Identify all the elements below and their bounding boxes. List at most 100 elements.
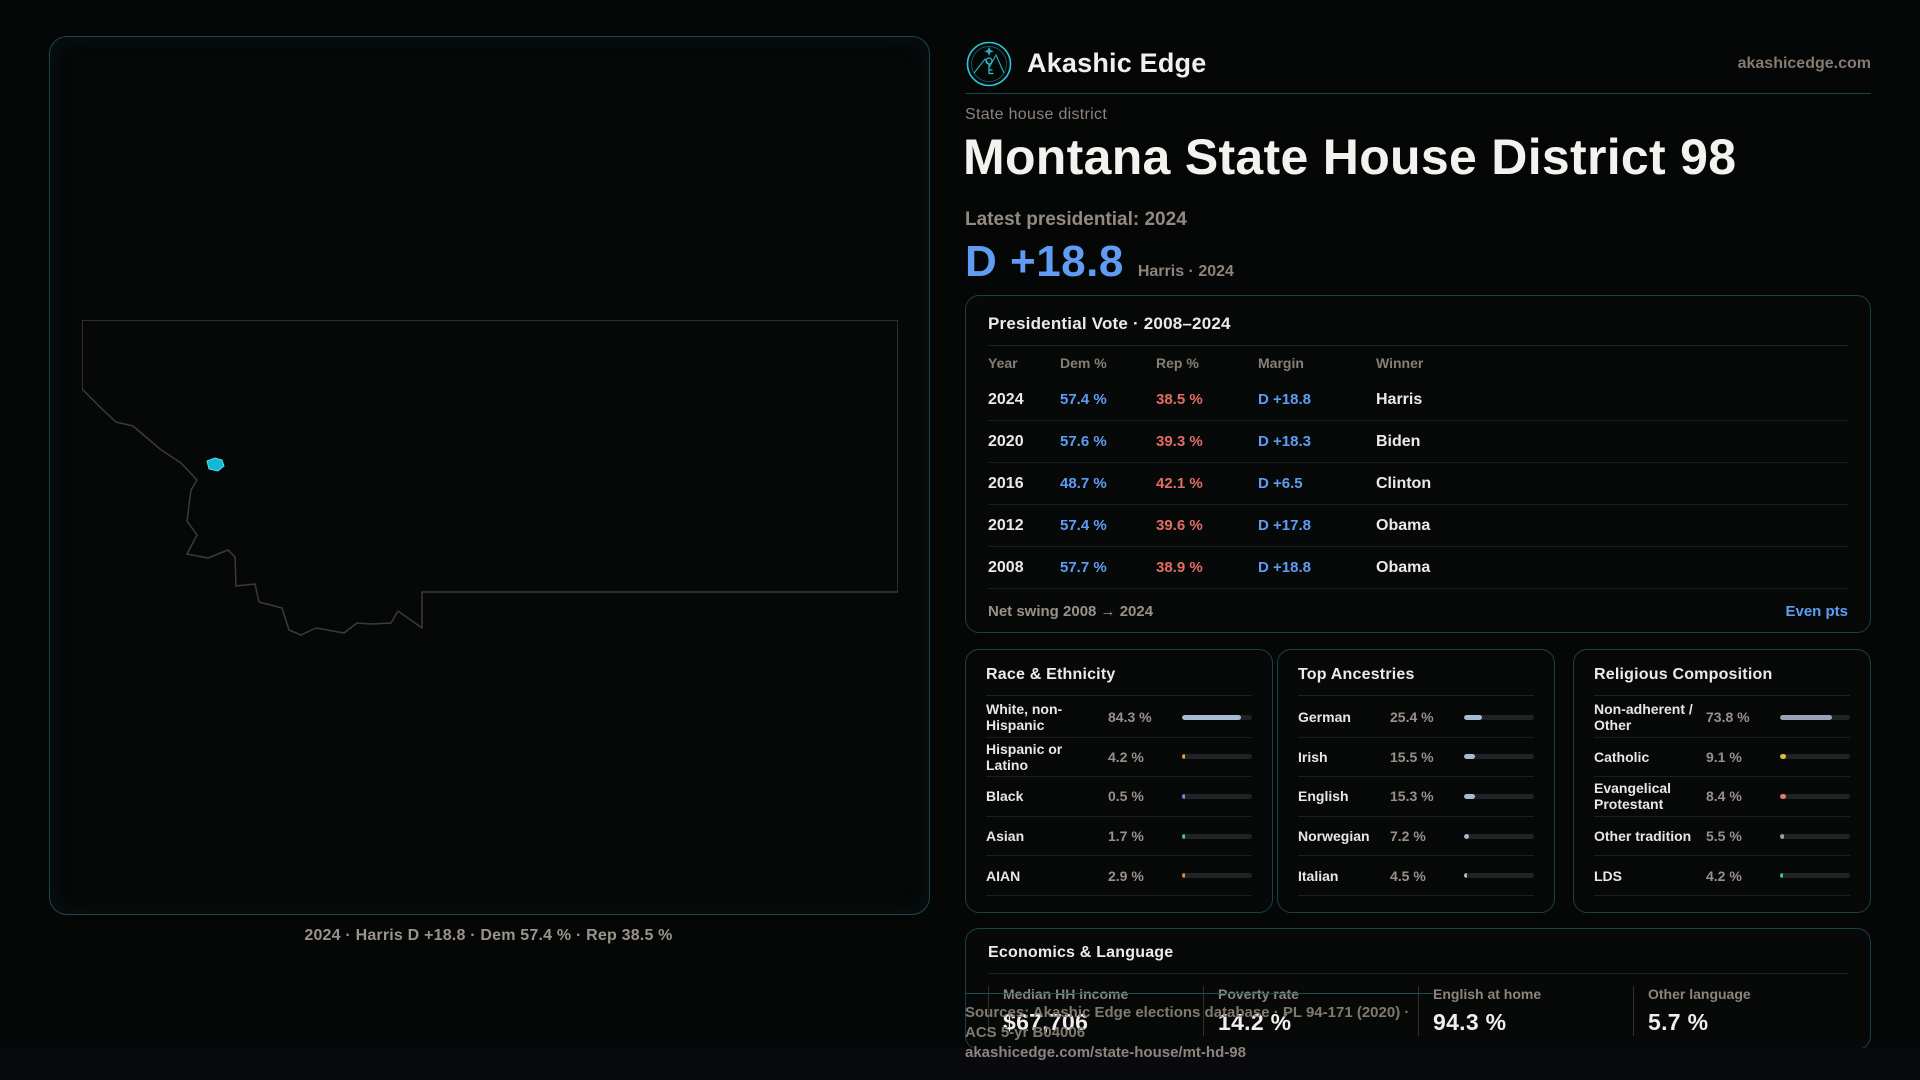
map-caption: 2024 · Harris D +18.8 · Dem 57.4 % · Rep… (304, 927, 673, 944)
stat-value: 7.2 % (1390, 828, 1426, 845)
winner-cell: Biden (1376, 432, 1421, 450)
stat-bar (1464, 754, 1534, 760)
stat-row: Black 0.5 % (986, 777, 1252, 817)
race-ethnicity-panel: Race & Ethnicity White, non-Hispanic 84.… (965, 649, 1273, 913)
stat-value: 4.5 % (1390, 867, 1426, 884)
montana-state-outline (82, 320, 898, 636)
table-row: 2012 57.4 % 39.6 % D +17.8 Obama (988, 504, 1848, 546)
divider (986, 695, 1252, 696)
stat-label: Evangelical Protestant (1594, 780, 1672, 813)
race-panel-title: Race & Ethnicity (986, 666, 1116, 683)
site-header: Akashic Edge akashicedge.com (965, 34, 1871, 94)
winner-cell: Obama (1376, 516, 1431, 534)
stat-poverty-rate: Poverty rate 14.2 % (1203, 986, 1418, 1036)
presidential-panel-title: Presidential Vote · 2008–2024 (988, 314, 1231, 333)
stat-bar (1464, 793, 1534, 799)
net-swing-value: Even pts (1785, 602, 1848, 620)
stat-row: Non-adherent / Other 73.8 % (1594, 698, 1850, 738)
margin-cell: D +17.8 (1258, 517, 1311, 534)
stat-value: 9.1 % (1706, 748, 1742, 765)
permalink-url[interactable]: akashicedge.com/state-house/mt-hd-98 (965, 1044, 1246, 1061)
stat-bar (1182, 873, 1252, 879)
stat-value: 1.7 % (1108, 828, 1144, 845)
net-swing-label: Net swing 2008 → 2024 (988, 602, 1154, 620)
lead-margin-value: D +18.8 (965, 237, 1124, 286)
year-cell: 2016 (988, 474, 1024, 492)
divider (1594, 695, 1850, 696)
stat-label: White, non-Hispanic (986, 701, 1063, 734)
stat-row: AIAN 2.9 % (986, 856, 1252, 896)
rep-cell: 39.3 % (1156, 433, 1203, 450)
presidential-vote-panel: Presidential Vote · 2008–2024 Year Dem %… (965, 295, 1871, 633)
dem-cell: 57.7 % (1060, 559, 1107, 576)
stat-label: Norwegian (1298, 828, 1370, 845)
stat-value: 94.3 % (1433, 1009, 1507, 1035)
district-type-eyebrow: State house district (965, 106, 1108, 123)
stat-bar (1780, 793, 1850, 799)
margin-cell: D +18.8 (1258, 391, 1311, 408)
stat-label: Hispanic or Latino (986, 740, 1063, 773)
rep-cell: 42.1 % (1156, 475, 1203, 492)
district-98-marker[interactable] (206, 457, 225, 472)
stat-bar (1780, 754, 1850, 760)
col-rep: Rep % (1156, 354, 1199, 371)
sources-footer: Sources: Akashic Edge elections database… (965, 993, 1433, 1061)
religion-panel-title: Religious Composition (1594, 666, 1773, 683)
brand-name: Akashic Edge (1027, 48, 1207, 78)
stat-row: German 25.4 % (1298, 698, 1534, 738)
stat-row: Hispanic or Latino 4.2 % (986, 738, 1252, 778)
col-winner: Winner (1376, 354, 1424, 371)
stat-row: Other tradition 5.5 % (1594, 817, 1850, 857)
col-year: Year (988, 354, 1018, 371)
dem-cell: 48.7 % (1060, 475, 1107, 492)
stat-row: Norwegian 7.2 % (1298, 817, 1534, 857)
economics-language-panel: Economics & Language Median HH income $6… (965, 928, 1871, 1050)
stat-label: Other language (1648, 986, 1751, 1002)
rep-cell: 38.9 % (1156, 559, 1203, 576)
stat-bar (1182, 833, 1252, 839)
latest-presidential-label: Latest presidential: 2024 (965, 209, 1187, 230)
ancestries-panel-title: Top Ancestries (1298, 666, 1415, 683)
stat-value: 15.5 % (1390, 748, 1434, 765)
col-margin: Margin (1258, 354, 1304, 371)
year-cell: 2020 (988, 432, 1024, 450)
stat-median-hh-income: Median HH income $67,706 (988, 986, 1203, 1036)
stat-english-at-home: English at home 94.3 % (1418, 986, 1633, 1036)
stat-bar (1464, 714, 1534, 720)
margin-cell: D +18.8 (1258, 559, 1311, 576)
akashic-edge-logo-icon (966, 41, 1012, 86)
stat-row: English 15.3 % (1298, 777, 1534, 817)
stat-row: Evangelical Protestant 8.4 % (1594, 777, 1850, 817)
stat-label: Other tradition (1594, 828, 1692, 845)
divider (988, 345, 1848, 346)
state-map-panel (49, 36, 930, 915)
stat-value: $67,706 (1003, 1009, 1089, 1035)
table-header-row: Year Dem % Rep % Margin Winner (988, 346, 1848, 379)
stat-value: 15.3 % (1390, 788, 1434, 805)
stat-bar (1780, 714, 1850, 720)
stat-value: 25.4 % (1390, 709, 1434, 726)
dem-cell: 57.6 % (1060, 433, 1107, 450)
stat-row: LDS 4.2 % (1594, 856, 1850, 896)
stat-row: Irish 15.5 % (1298, 738, 1534, 778)
site-domain-link[interactable]: akashicedge.com (1737, 54, 1871, 72)
stat-other-language: Other language 5.7 % (1633, 986, 1848, 1036)
stat-bar (1780, 873, 1850, 879)
dem-cell: 57.4 % (1060, 517, 1107, 534)
table-row: 2020 57.6 % 39.3 % D +18.3 Biden (988, 420, 1848, 462)
stat-label: English (1298, 788, 1349, 805)
col-dem: Dem % (1060, 354, 1107, 371)
stat-label: Italian (1298, 867, 1339, 884)
page-title: Montana State House District 98 (963, 129, 1737, 185)
top-ancestries-panel: Top Ancestries German 25.4 % Irish 15.5 … (1277, 649, 1555, 913)
stat-value: 14.2 % (1218, 1009, 1292, 1035)
stat-label: AIAN (986, 867, 1021, 884)
dem-cell: 57.4 % (1060, 391, 1107, 408)
stat-row: White, non-Hispanic 84.3 % (986, 698, 1252, 738)
rep-cell: 39.6 % (1156, 517, 1203, 534)
winner-cell: Clinton (1376, 474, 1432, 492)
rep-cell: 38.5 % (1156, 391, 1203, 408)
stat-value: 0.5 % (1108, 788, 1144, 805)
stat-label: Asian (986, 828, 1025, 845)
stat-label: Black (986, 788, 1024, 805)
